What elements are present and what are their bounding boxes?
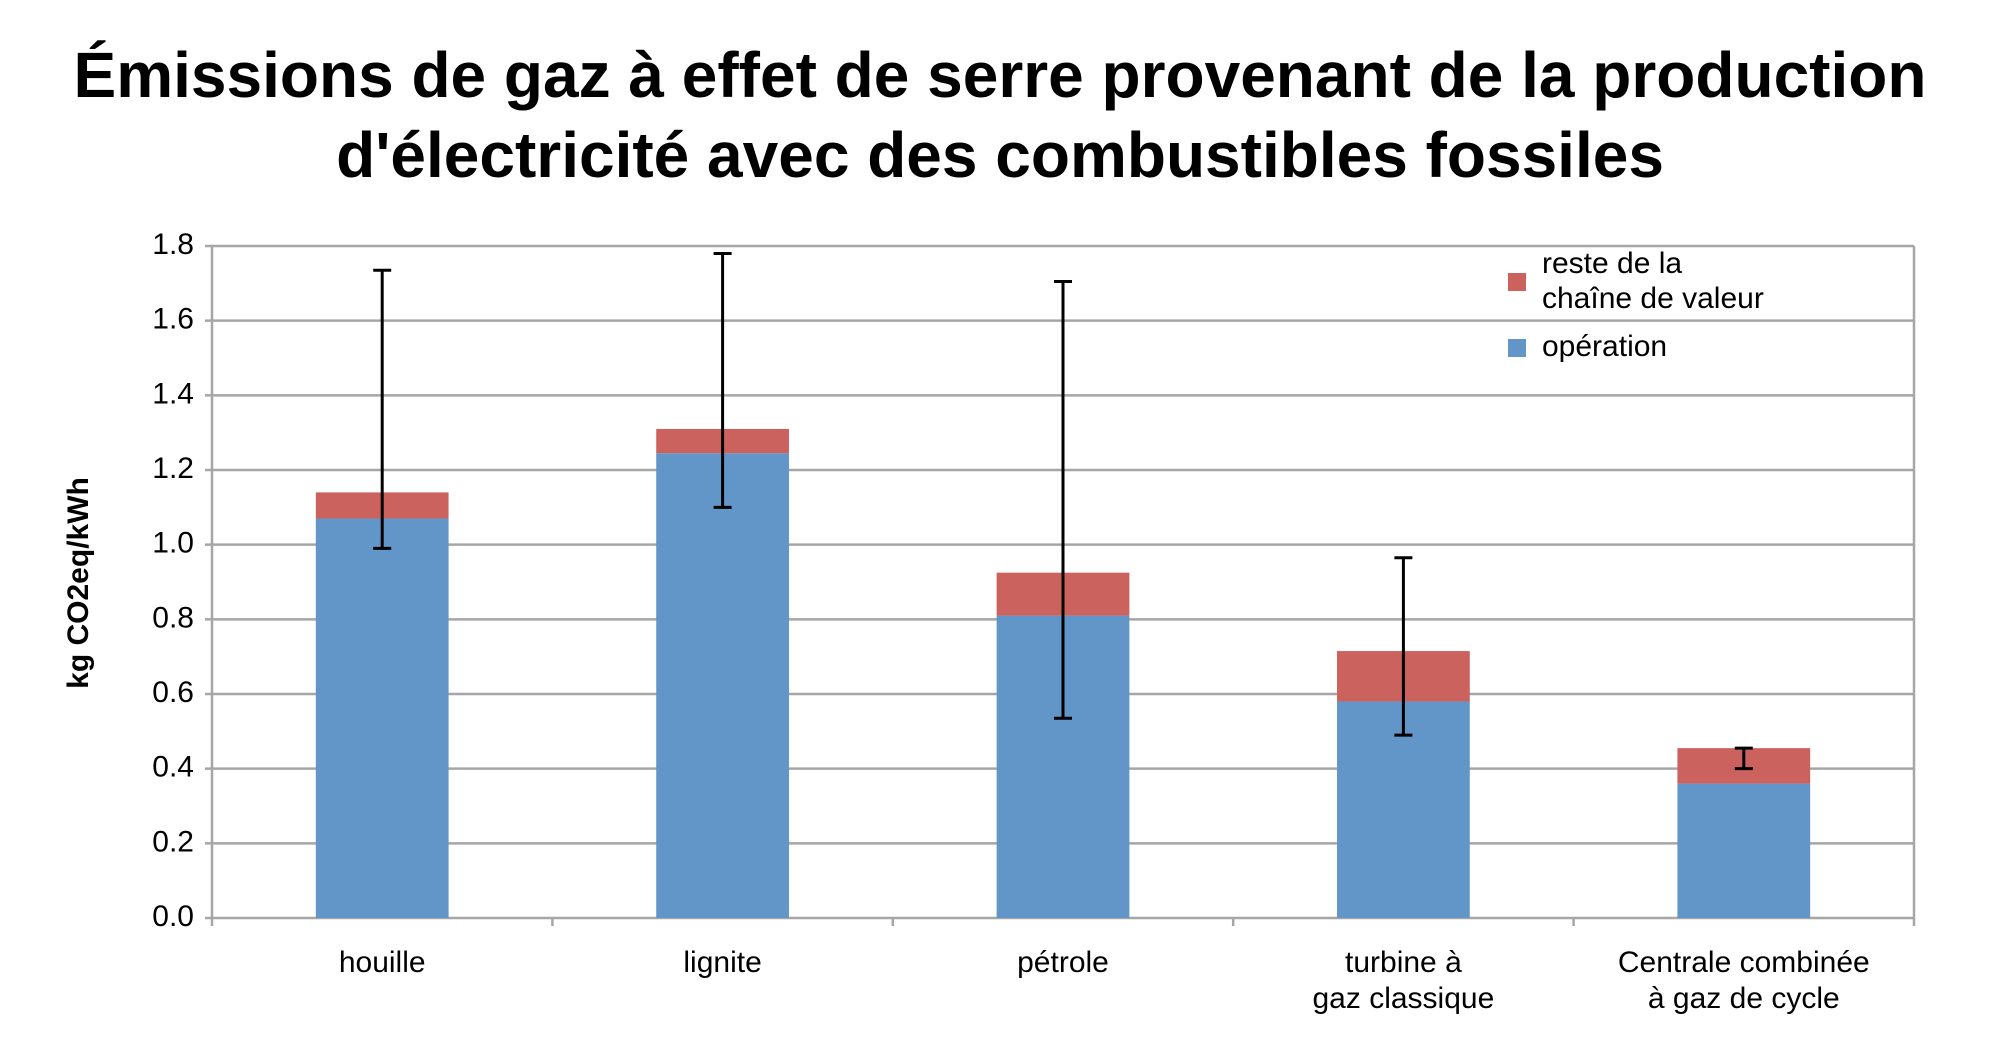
y-tick-label: 1.2 — [152, 452, 194, 485]
y-tick-label: 1.8 — [152, 228, 194, 261]
y-tick-label: 0.8 — [152, 601, 194, 634]
x-tick-label: turbine à — [1345, 946, 1462, 979]
x-tick-label: à gaz de cycle — [1648, 982, 1840, 1015]
y-tick-label: 0.4 — [152, 751, 194, 784]
legend-swatch — [1508, 339, 1526, 357]
bar-segment — [1677, 783, 1811, 918]
error-bar — [1054, 279, 1072, 720]
x-tick-label: houille — [339, 946, 426, 979]
legend-label: chaîne de valeur — [1542, 282, 1764, 315]
legend-label: reste de la — [1542, 247, 1682, 280]
y-tick-label: 0.6 — [152, 676, 194, 709]
bar-segment — [1337, 701, 1470, 918]
y-axis-label: kg CO2eq/kWh — [62, 477, 95, 689]
y-tick-label: 1.6 — [152, 303, 194, 336]
y-tick-label: 1.0 — [152, 527, 194, 560]
x-tick-label: lignite — [683, 946, 761, 979]
y-tick-label: 0.0 — [152, 900, 194, 933]
legend-swatch — [1508, 273, 1526, 291]
x-tick-label: Centrale combinée — [1618, 946, 1870, 979]
x-tick-label: pétrole — [1017, 946, 1109, 979]
error-bar — [713, 251, 732, 509]
chart-title: d'électricité avec des combustibles foss… — [336, 119, 1664, 191]
error-bar — [1734, 746, 1753, 771]
x-tick-label: gaz classique — [1313, 982, 1495, 1015]
bar-segment — [315, 518, 449, 918]
error-bar — [1394, 556, 1413, 737]
y-tick-label: 0.2 — [152, 825, 194, 858]
legend-label: opération — [1542, 330, 1667, 363]
y-tick-label: 1.4 — [152, 377, 194, 410]
error-bar — [373, 268, 392, 550]
chart-title: Émissions de gaz à effet de serre proven… — [74, 39, 1927, 111]
bar-segment — [656, 453, 789, 918]
